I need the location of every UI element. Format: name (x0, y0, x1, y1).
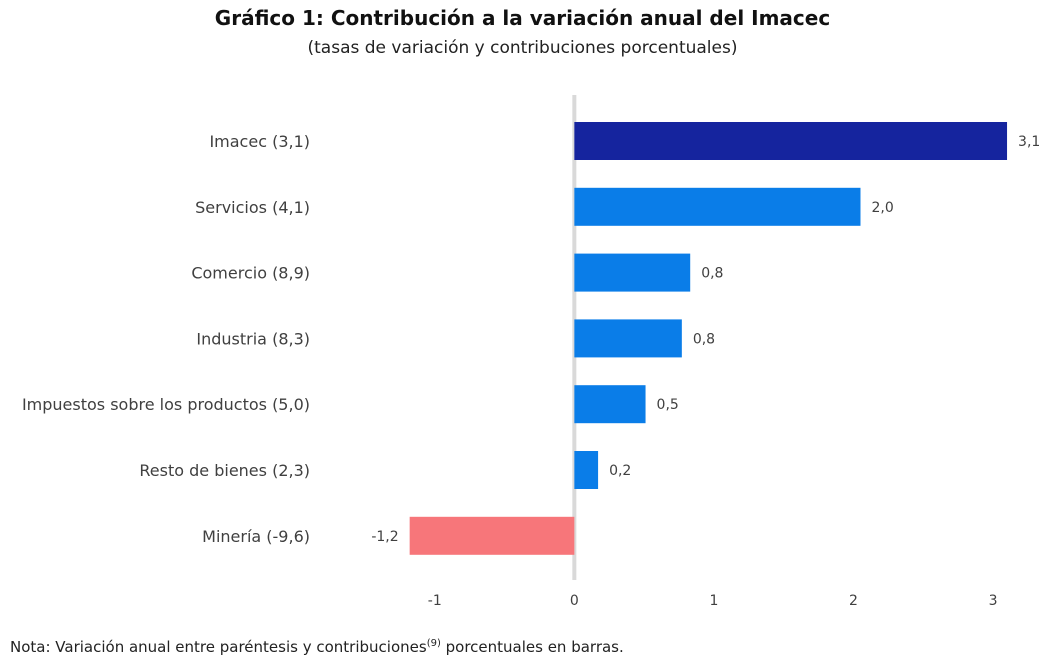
x-tick-label-2: 1 (709, 593, 718, 609)
data-label-4: 0,5 (657, 397, 679, 413)
chart-title: Gráfico 1: Contribución a la variación a… (214, 6, 831, 30)
category-label-1: Servicios (4,1) (195, 198, 310, 217)
category-label-5: Resto de bienes (2,3) (139, 461, 310, 480)
x-tick-label-1: 0 (570, 593, 579, 609)
data-label-5: 0,2 (609, 463, 631, 479)
bar-4 (574, 385, 646, 424)
data-label-2: 0,8 (701, 266, 723, 282)
bar-2 (574, 253, 691, 292)
bar-6 (409, 516, 575, 555)
category-label-3: Industria (8,3) (196, 329, 310, 348)
x-tick-label-3: 2 (849, 593, 858, 609)
data-label-1: 2,0 (871, 200, 893, 216)
bar-0 (574, 122, 1008, 160)
bar-3 (574, 319, 682, 358)
category-label-2: Comercio (8,9) (191, 264, 310, 283)
chart-subtitle: (tasas de variación y contribuciones por… (307, 38, 738, 58)
x-tick-label-4: 3 (989, 593, 998, 609)
category-label-6: Minería (-9,6) (202, 527, 310, 546)
data-label-0: 3,1 (1018, 134, 1040, 150)
note-suffix: porcentuales en barras. (440, 638, 624, 656)
x-tick-label-0: -1 (428, 593, 442, 609)
category-label-0: Imacec (3,1) (209, 132, 310, 151)
data-label-3: 0,8 (693, 331, 715, 347)
data-label-6: -1,2 (371, 529, 398, 545)
bar-5 (574, 451, 599, 489)
chart-note: Nota: Variación anual entre paréntesis y… (10, 638, 624, 656)
note-prefix: Nota: Variación anual entre paréntesis y… (10, 638, 427, 656)
bar-1 (574, 187, 861, 226)
note-footnote-ref: (9) (426, 638, 441, 649)
category-label-4: Impuestos sobre los productos (5,0) (22, 395, 310, 414)
bar-chart: Imacec (3,1) 3,1 Servicios (4,1) 2,0 Comerci… (22, 95, 1040, 609)
